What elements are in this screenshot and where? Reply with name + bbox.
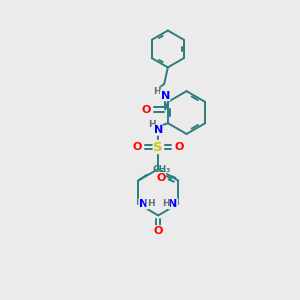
Text: S: S xyxy=(153,140,163,154)
Text: N: N xyxy=(160,91,170,100)
Text: O: O xyxy=(132,142,142,152)
Text: O: O xyxy=(156,172,166,183)
Text: N: N xyxy=(139,199,148,209)
Text: H: H xyxy=(162,199,169,208)
Text: N: N xyxy=(154,125,163,135)
Text: O: O xyxy=(154,226,163,236)
Text: N: N xyxy=(168,199,178,209)
Text: O: O xyxy=(175,142,184,152)
Text: H: H xyxy=(153,87,161,96)
Text: CH₃: CH₃ xyxy=(152,165,171,174)
Text: O: O xyxy=(141,105,151,115)
Text: H: H xyxy=(147,199,154,208)
Text: H: H xyxy=(148,120,155,129)
